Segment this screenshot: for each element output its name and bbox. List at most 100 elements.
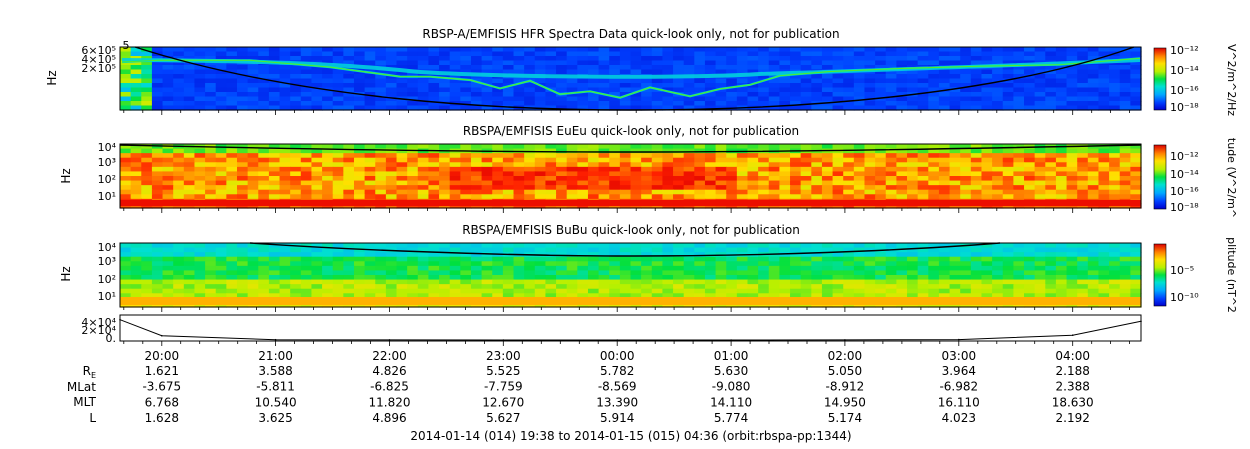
spectrogram-cell xyxy=(332,83,344,89)
time-axis: 20:00 21:00 22:00 23:00 00:00 01:00 02:00 03:00… xyxy=(123,110,1130,363)
spectrogram-cell xyxy=(938,180,951,186)
spectrogram-cell xyxy=(864,176,876,182)
spectrogram-cell xyxy=(704,185,717,191)
spectrogram-cell xyxy=(375,279,387,285)
spectrogram-cell xyxy=(1055,171,1068,177)
spectrogram-cell xyxy=(502,185,515,191)
spectrogram-cell xyxy=(587,144,600,150)
eueu-cbar-tick: 10⁻¹⁸ xyxy=(1170,201,1199,214)
spectrogram-cell xyxy=(215,185,227,191)
spectrogram-cell xyxy=(1045,83,1057,89)
spectrogram-cell xyxy=(864,74,876,80)
spectrogram-cell xyxy=(545,69,557,75)
spectrogram-cell xyxy=(279,265,291,272)
spectrogram-cell xyxy=(843,203,855,209)
spectrogram-cell xyxy=(470,83,483,89)
spectrogram-cell xyxy=(513,92,525,98)
spectrogram-cell xyxy=(300,284,313,290)
spectrogram-cell xyxy=(151,270,164,276)
spectrogram-cell xyxy=(907,176,919,182)
spectrogram-cell xyxy=(396,256,408,262)
spectrogram-cell xyxy=(577,60,589,66)
spectrogram-cell xyxy=(162,180,174,186)
spectrogram-cell xyxy=(577,176,589,182)
spectrogram-cell xyxy=(141,153,153,159)
spectrogram-cell xyxy=(173,261,185,267)
ephemeris-value: 14.950 xyxy=(824,395,866,409)
spectrogram-cell xyxy=(970,261,983,267)
spectrogram-cell xyxy=(1109,302,1121,308)
spectrogram-cell xyxy=(992,180,1004,186)
spectrogram-cell xyxy=(417,47,430,53)
spectrogram-cell xyxy=(173,194,185,200)
spectrogram-cell xyxy=(268,87,281,93)
spectrogram-cell xyxy=(630,270,642,276)
spectrogram-cell xyxy=(481,176,493,182)
spectrogram-cell xyxy=(151,252,164,258)
spectrogram-cell xyxy=(1055,69,1068,75)
spectrogram-cell xyxy=(502,176,515,182)
spectrogram-cell xyxy=(279,279,291,285)
spectrogram-cell xyxy=(736,69,749,75)
spectrogram-cell xyxy=(1013,275,1025,281)
spectrogram-cell xyxy=(534,144,547,150)
spectrogram-cell xyxy=(439,256,451,262)
spectrogram-cell xyxy=(843,171,855,177)
spectrogram-cell xyxy=(566,148,578,154)
spectrogram-cell xyxy=(1087,256,1100,262)
ephemeris-value: 5.630 xyxy=(714,364,748,378)
spectrogram-cell xyxy=(1087,166,1100,173)
spectrogram-cell xyxy=(300,279,313,285)
spectrogram-cell xyxy=(949,74,961,80)
spectrogram-cell xyxy=(758,288,770,294)
spectrogram-cell xyxy=(311,185,323,191)
spectrogram-cell xyxy=(1119,203,1131,209)
spectrogram-cell xyxy=(758,265,770,272)
spectrogram-cell xyxy=(470,56,483,62)
spectrogram-cell xyxy=(513,302,525,308)
spectrogram-cell xyxy=(343,247,355,253)
spectrogram-cell xyxy=(258,101,270,107)
spectrogram-cell xyxy=(970,275,983,281)
spectrogram-cell xyxy=(992,256,1004,262)
spectrogram-cell xyxy=(779,153,791,159)
spectrogram-cell xyxy=(534,51,547,57)
spectrogram-cell xyxy=(726,92,738,98)
spectrogram-cell xyxy=(875,78,887,84)
spectrogram-cell xyxy=(875,148,887,154)
spectrogram-cell xyxy=(236,101,249,107)
spectrogram-cell xyxy=(258,166,270,173)
spectrogram-cell xyxy=(439,171,451,177)
spectrogram-cell xyxy=(736,279,749,285)
spectrogram-cell xyxy=(417,166,430,173)
spectrogram-cell xyxy=(1013,180,1025,186)
spectrogram-cell xyxy=(598,265,610,272)
spectrogram-cell xyxy=(353,56,366,62)
spectrogram-cell xyxy=(545,180,557,186)
spectrogram-cell xyxy=(120,288,132,294)
spectrogram-cell xyxy=(1066,157,1078,163)
spectrogram-cell xyxy=(566,265,578,272)
spectrogram-cell xyxy=(460,194,472,200)
spectrogram-cell xyxy=(1098,92,1110,98)
spectrogram-cell xyxy=(1002,101,1014,107)
spectrogram-cell xyxy=(1045,293,1057,299)
spectrogram-cell xyxy=(630,243,642,249)
spectrogram-cell xyxy=(885,83,897,89)
spectrogram-cell xyxy=(183,293,196,299)
spectrogram-cell xyxy=(1098,252,1110,258)
spectrogram-cell xyxy=(587,101,600,107)
spectrogram-cell xyxy=(704,56,717,62)
spectrogram-cell xyxy=(205,288,217,294)
spectrogram-cell xyxy=(524,171,536,177)
spectrogram-cell xyxy=(407,261,419,267)
spectrogram-cell xyxy=(683,162,695,168)
spectrogram-cell xyxy=(641,157,653,163)
row-label-l: L xyxy=(89,411,96,425)
spectrogram-cell xyxy=(545,101,557,107)
spectrogram-cell xyxy=(960,275,972,281)
spectrogram-cell xyxy=(332,288,344,294)
spectrogram-cell xyxy=(534,78,547,84)
spectrogram-cell xyxy=(981,96,993,102)
spectrogram-cell xyxy=(694,261,706,267)
